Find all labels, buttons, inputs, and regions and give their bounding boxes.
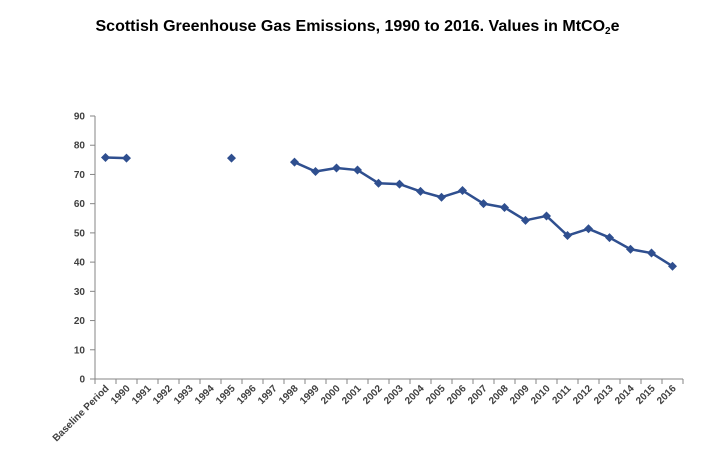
- x-tick-label: 2000: [319, 383, 343, 407]
- x-tick-label: 2004: [403, 383, 427, 407]
- series-line-segment: [356, 168, 380, 185]
- x-tick-label: 2006: [445, 383, 469, 407]
- x-tick-label: Baseline Period: [51, 383, 112, 444]
- series-line-segment: [398, 182, 422, 193]
- data-point-marker: [374, 178, 383, 188]
- x-tick-label: 1991: [130, 383, 154, 407]
- x-tick-label: 2014: [613, 383, 637, 407]
- data-point-marker: [542, 211, 551, 221]
- data-point-marker: [479, 199, 488, 209]
- data-point-marker: [584, 224, 593, 234]
- y-tick-label: 30: [74, 287, 86, 298]
- chart-title: Scottish Greenhouse Gas Emissions, 1990 …: [0, 18, 715, 37]
- data-point-marker: [458, 186, 467, 196]
- x-tick-label: 1994: [193, 383, 217, 407]
- data-point-marker: [605, 233, 614, 243]
- series-line-segment: [440, 189, 464, 199]
- data-point-marker: [122, 153, 131, 163]
- data-point-marker: [563, 231, 572, 241]
- data-point-marker: [227, 153, 236, 163]
- x-tick-label: 2015: [634, 383, 658, 407]
- data-point-marker: [332, 163, 341, 173]
- data-point-marker: [437, 192, 446, 202]
- series-line-segment: [587, 227, 611, 239]
- x-tick-label: 2013: [592, 383, 616, 407]
- y-tick-label: 80: [74, 141, 86, 152]
- x-tick-label: 2009: [508, 383, 532, 407]
- data-point-marker: [290, 157, 299, 167]
- series-line-segment: [650, 251, 674, 268]
- x-tick-label: 2008: [487, 383, 511, 407]
- x-tick-label: 2002: [361, 383, 385, 407]
- y-tick-label: 70: [74, 170, 86, 181]
- data-point-marker: [311, 167, 320, 177]
- series-area: [101, 152, 677, 271]
- x-tick-label: 2007: [466, 383, 490, 407]
- x-tick-label: 1998: [277, 383, 301, 407]
- y-axis: 0 10 20 30 40 50 60 70 80 90: [74, 112, 96, 386]
- x-tick-label: 2010: [529, 383, 553, 407]
- y-tick-label: 90: [74, 112, 86, 123]
- series-line-segment: [608, 236, 632, 251]
- chart-title-subscript: 2: [605, 26, 611, 37]
- series-line-segment: [293, 160, 317, 173]
- data-point-marker: [353, 165, 362, 175]
- x-tick-label: 2016: [655, 383, 679, 407]
- series-line-segment: [545, 214, 569, 237]
- data-point-marker: [647, 248, 656, 258]
- x-tick-label: 2003: [382, 383, 406, 407]
- x-tick-label: 1990: [109, 383, 133, 407]
- x-axis: Baseline Period1990199119921993199419951…: [51, 378, 684, 444]
- series-line-segment: [566, 227, 590, 237]
- x-tick-label: 1993: [172, 383, 196, 407]
- x-tick-label: 2001: [340, 383, 364, 407]
- x-tick-label: 2005: [424, 383, 448, 407]
- x-tick-label: 1996: [235, 383, 259, 407]
- y-tick-label: 60: [74, 199, 86, 210]
- y-tick-label: 50: [74, 228, 86, 239]
- x-tick-label: 1992: [151, 383, 175, 407]
- data-point-marker: [626, 244, 635, 254]
- data-point-marker: [521, 215, 530, 225]
- series-line-segment: [503, 206, 527, 222]
- y-tick-label: 20: [74, 316, 86, 327]
- data-point-marker: [395, 179, 404, 189]
- data-point-marker: [668, 261, 677, 271]
- y-tick-label: 10: [74, 345, 86, 356]
- y-tick-label: 40: [74, 258, 86, 269]
- x-tick-label: 1997: [256, 383, 280, 407]
- chart-title-main: Scottish Greenhouse Gas Emissions, 1990 …: [95, 18, 606, 35]
- data-point-marker: [101, 152, 110, 162]
- x-tick-label: 2012: [571, 383, 595, 407]
- x-tick-label: 1995: [214, 383, 238, 407]
- data-point-marker: [500, 202, 509, 212]
- data-point-marker: [416, 186, 425, 196]
- series-line-segment: [461, 189, 485, 205]
- x-tick-label: 1999: [298, 383, 322, 407]
- x-tick-label: 2011: [550, 383, 573, 406]
- chart-title-suffix: e: [610, 18, 620, 35]
- y-tick-label: 0: [79, 375, 85, 386]
